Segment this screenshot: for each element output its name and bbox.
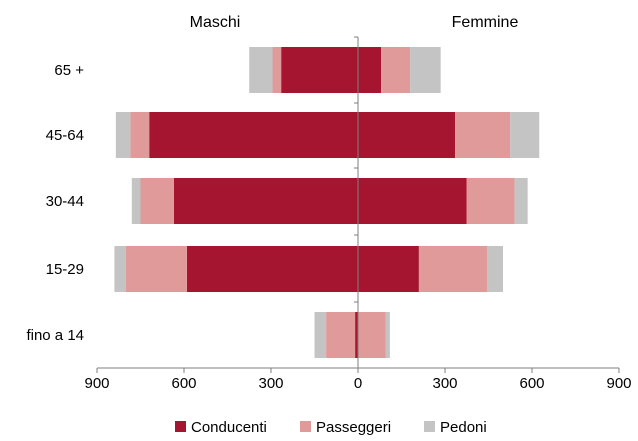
category-label-4: fino a 14 — [26, 327, 84, 344]
bar-female-conducenti-2 — [358, 178, 467, 224]
legend-swatch-passeggeri — [300, 421, 311, 432]
bar-male-pedoni-2 — [131, 178, 141, 224]
bar-female-conducenti-1 — [358, 112, 456, 158]
bar-female-passeggeri-2 — [466, 178, 515, 224]
category-label-0: 65 + — [54, 62, 84, 79]
bar-female-passeggeri-4 — [358, 312, 386, 358]
bar-male-passeggeri-2 — [140, 178, 174, 224]
bar-female-conducenti-3 — [358, 246, 419, 292]
x-tick-label-1: 600 — [171, 375, 196, 392]
bar-male-passeggeri-0 — [272, 47, 282, 93]
bar-female-conducenti-0 — [358, 47, 382, 93]
bar-male-pedoni-3 — [114, 246, 126, 292]
legend-swatch-conducenti — [175, 421, 186, 432]
bar-male-conducenti-2 — [173, 178, 358, 224]
category-label-3: 15-29 — [46, 261, 84, 278]
x-tick-label-2: 300 — [258, 375, 283, 392]
bar-male-pedoni-0 — [249, 47, 273, 93]
legend-label-pedoni: Pedoni — [440, 419, 487, 436]
category-labels: 65 + 45-64 30-44 15-29 fino a 14 — [26, 62, 84, 344]
x-tick-label-4: 300 — [432, 375, 457, 392]
bar-male-pedoni-1 — [115, 112, 131, 158]
bar-male-conducenti-1 — [149, 112, 358, 158]
bar-male-conducenti-0 — [281, 47, 358, 93]
x-tick-label-0: 900 — [84, 375, 109, 392]
x-tick-label-3: 0 — [354, 375, 362, 392]
bar-female-passeggeri-3 — [418, 246, 488, 292]
legend-label-passeggeri: Passeggeri — [316, 419, 391, 436]
category-label-2: 30-44 — [46, 193, 84, 210]
bar-female-passeggeri-1 — [455, 112, 511, 158]
x-axis: 900 600 300 0 300 600 900 — [84, 36, 632, 392]
bar-male-passeggeri-1 — [130, 112, 150, 158]
bar-female-pedoni-4 — [385, 312, 390, 358]
legend-swatch-pedoni — [424, 421, 435, 432]
bar-male-conducenti-3 — [186, 246, 358, 292]
bars-group — [114, 47, 540, 358]
category-label-1: 45-64 — [46, 127, 84, 144]
bar-male-passeggeri-3 — [126, 246, 187, 292]
right-group-label: Femmine — [452, 14, 519, 31]
bar-male-passeggeri-4 — [326, 312, 356, 358]
bar-female-pedoni-1 — [510, 112, 540, 158]
x-tick-label-5: 600 — [519, 375, 544, 392]
legend: Conducenti Passeggeri Pedoni — [175, 419, 487, 436]
x-tick-label-6: 900 — [606, 375, 631, 392]
legend-label-conducenti: Conducenti — [191, 419, 267, 436]
bar-female-passeggeri-0 — [381, 47, 411, 93]
bar-female-pedoni-2 — [514, 178, 528, 224]
bar-male-conducenti-4 — [355, 312, 358, 358]
left-group-label: Maschi — [190, 14, 241, 31]
bar-male-pedoni-4 — [314, 312, 327, 358]
bar-female-pedoni-3 — [487, 246, 503, 292]
bar-female-pedoni-0 — [410, 47, 441, 93]
